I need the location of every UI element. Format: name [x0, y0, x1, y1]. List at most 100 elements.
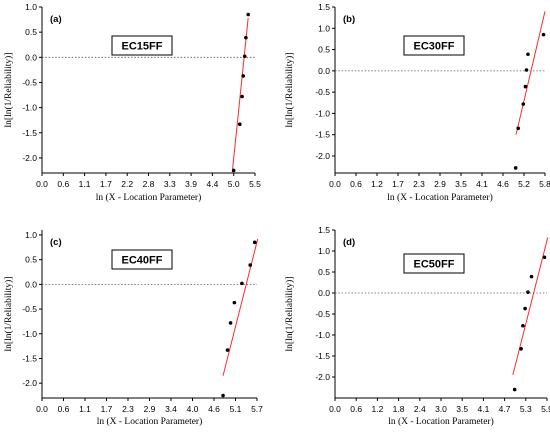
x-tick-label: 5.9	[541, 404, 550, 414]
y-tick-label: -0.5	[22, 77, 37, 87]
x-tick-label: 0.0	[329, 404, 341, 414]
panel-tag: (d)	[343, 237, 355, 248]
x-tick-label: 0.6	[350, 404, 362, 414]
chart-panel-1: 0.0 0.6 1.1 1.7 2.2 2.8 3.3 3.9 4.4 5.0 5.5 1.0 0.5 0…	[3, 2, 261, 203]
x-tick-label: 3.5	[455, 179, 467, 189]
x-tick-label: 1.7	[100, 179, 112, 189]
data-point	[526, 290, 530, 294]
data-point	[541, 32, 546, 37]
panel-tag: (a)	[50, 14, 62, 25]
y-tick-label: 1.0	[25, 230, 37, 240]
data-point	[523, 84, 528, 89]
data-point	[523, 306, 527, 311]
y-axis-title: ln[ln(1/Reliability)]	[3, 277, 14, 352]
y-tick-label: -0.5	[315, 87, 330, 97]
x-tick-label: 2.8	[143, 179, 155, 189]
y-tick-label: -1.5	[315, 130, 330, 140]
x-tick-label: 1.7	[101, 404, 113, 414]
x-tick-label: 1.8	[393, 404, 405, 414]
fit-line	[515, 11, 546, 135]
sample-label-box	[403, 35, 465, 56]
data-point	[241, 74, 246, 78]
data-point	[232, 300, 237, 305]
x-tick-label: 5.1	[230, 404, 242, 414]
y-tick-label: -2.0	[315, 372, 330, 382]
y-tick-label: 0.5	[318, 45, 330, 55]
data-point	[521, 323, 525, 328]
data-point	[244, 35, 248, 40]
x-tick-label: 1.7	[392, 179, 404, 189]
x-tick-label: 4.7	[499, 404, 511, 414]
y-tick-label: 0.5	[318, 267, 330, 277]
x-tick-label: 5.2	[518, 179, 530, 189]
x-tick-label: 5.0	[228, 179, 240, 189]
y-tick-label: 1.5	[318, 225, 330, 235]
panel-tag: (b)	[343, 14, 355, 25]
data-point	[225, 348, 230, 352]
data-point	[240, 281, 244, 286]
chart-panel-3: 0.0 0.6 1.1 1.7 2.3 2.9 3.4 4.0 4.6 5.1 5.7 1.0 0.5 0…	[3, 230, 263, 427]
x-tick-label: 0.6	[57, 179, 69, 189]
x-axis-title: ln (X - Location Parameter)	[388, 416, 494, 427]
data-point	[512, 387, 517, 392]
chart-panel-2: 0.0 0.6 1.2 1.7 2.3 2.9 3.5 4.1 4.6 5.2 5.8 1.5 1.0 0…	[284, 2, 550, 203]
x-tick-label: 1.2	[371, 404, 383, 414]
x-tick-label: 0.0	[329, 179, 341, 189]
x-tick-label: 5.3	[520, 404, 532, 414]
y-tick-label: -0.5	[315, 309, 330, 319]
x-tick-label: 4.4	[206, 179, 218, 189]
data-point	[526, 52, 530, 57]
sample-label: EC50FF	[414, 259, 455, 271]
x-tick-label: 3.9	[185, 179, 197, 189]
x-tick-label: 1.1	[79, 179, 91, 189]
x-axis-title: ln (X - Location Parameter)	[97, 416, 203, 427]
y-tick-label: -1.0	[315, 330, 330, 340]
data-point	[240, 94, 244, 99]
data-point	[246, 12, 250, 17]
y-tick-label: 0.0	[318, 288, 330, 298]
panel-tag: (c)	[50, 237, 62, 248]
y-tick-label: 0.0	[318, 66, 330, 76]
y-tick-label: -0.5	[22, 304, 37, 314]
fit-line	[231, 18, 249, 174]
fit-line	[512, 237, 549, 376]
sample-label-box	[403, 253, 465, 274]
y-tick-label: 1.0	[318, 246, 330, 256]
y-tick-label: 0.5	[25, 27, 37, 37]
y-tick-label: 1.5	[318, 2, 330, 12]
x-axis-title: ln (X - Location Parameter)	[387, 192, 493, 203]
data-point	[524, 68, 529, 72]
data-point	[542, 255, 547, 260]
data-point	[529, 274, 534, 279]
x-axis-title: ln (X - Location Parameter)	[96, 192, 202, 203]
x-tick-label: 2.3	[413, 179, 425, 189]
chart-panel-4: 0.0 0.6 1.2 1.8 2.4 3.0 3.5 4.1 4.7 5.3 5.9 1.5 1.0 0…	[284, 225, 550, 427]
x-tick-label: 4.0	[187, 404, 199, 414]
x-tick-label: 5.7	[251, 404, 263, 414]
y-tick-label: 1.0	[318, 23, 330, 33]
x-tick-label: 1.1	[79, 404, 91, 414]
data-point	[519, 347, 523, 351]
x-tick-label: 5.8	[539, 179, 550, 189]
fit-line	[222, 238, 259, 376]
sample-label: EC40FF	[122, 255, 163, 267]
y-tick-label: 1.0	[25, 2, 37, 12]
x-tick-label: 0.6	[350, 179, 362, 189]
data-point	[237, 122, 242, 127]
x-tick-label: 5.5	[249, 179, 261, 189]
x-tick-label: 3.4	[165, 404, 177, 414]
y-tick-label: -1.5	[315, 351, 330, 361]
data-point	[513, 166, 518, 170]
data-point	[228, 321, 233, 325]
x-tick-label: 0.0	[36, 404, 48, 414]
y-tick-label: -2.0	[22, 153, 37, 163]
data-point	[252, 240, 257, 245]
x-tick-label: 3.3	[164, 179, 176, 189]
x-tick-label: 4.6	[497, 179, 509, 189]
y-tick-label: 0.0	[25, 52, 37, 62]
data-point	[231, 168, 236, 173]
data-point	[516, 126, 521, 131]
y-axis-title: ln[ln(1/Reliability)]	[3, 53, 14, 128]
x-tick-label: 2.9	[144, 404, 156, 414]
